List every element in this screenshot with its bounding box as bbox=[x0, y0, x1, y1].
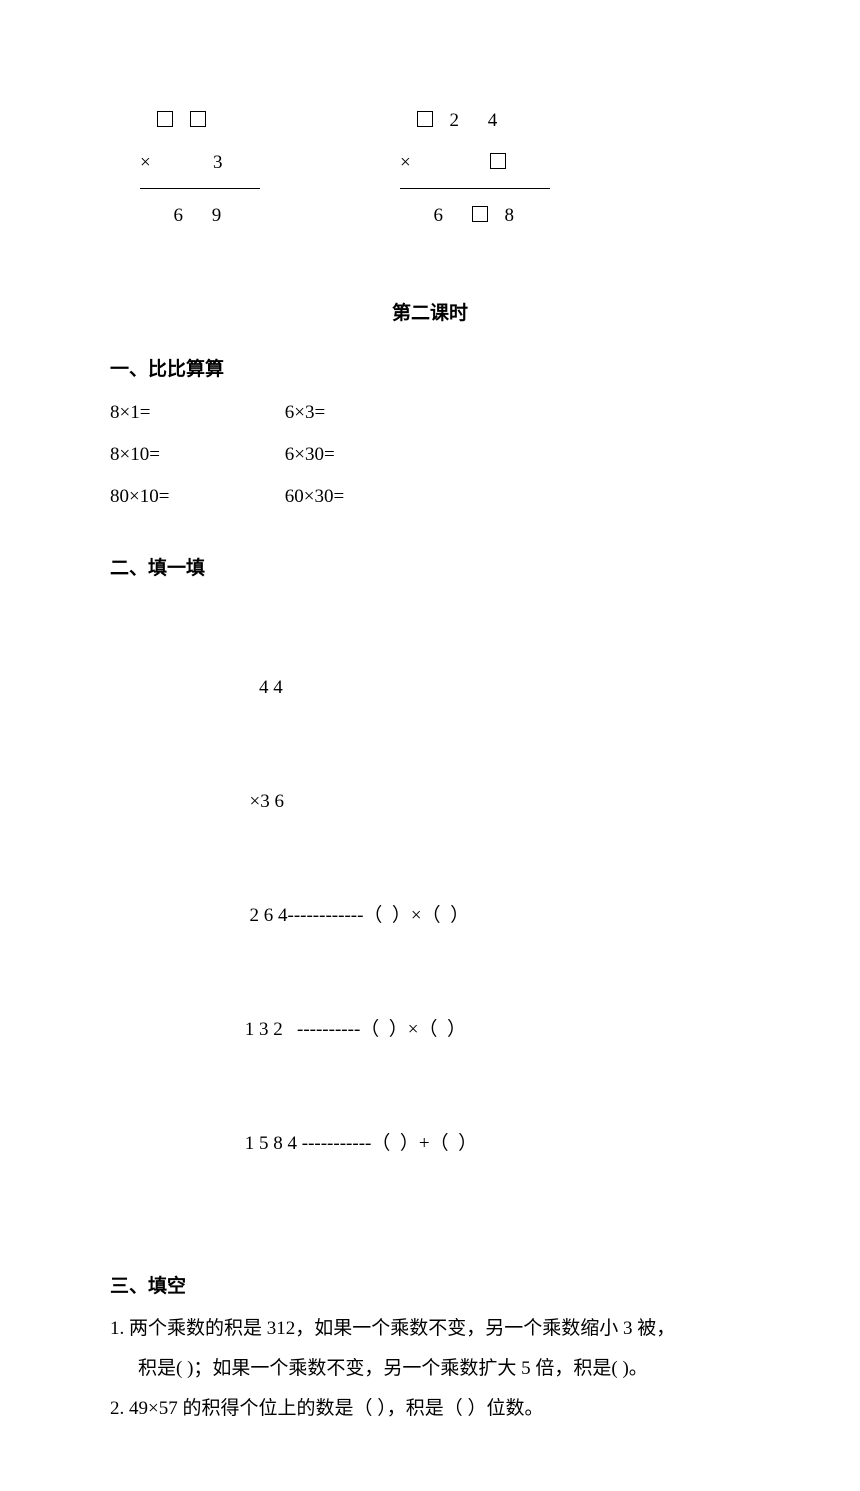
fill-l5: 1 5 8 4 -----------（ ）+（ ） bbox=[240, 1125, 750, 1163]
mult2-row1: 2 4 bbox=[400, 100, 550, 142]
worksheet-page: × 3 6 9 2 4 × 6 8 第二课时 一、比比算算 8×1= 6×3= … bbox=[0, 0, 860, 1491]
fill-l1: 4 4 bbox=[240, 669, 750, 707]
mult-problem-2: 2 4 × 6 8 bbox=[400, 100, 550, 236]
calc-2b: 6×30= bbox=[285, 444, 335, 465]
section1-heading: 一、比比算算 bbox=[110, 352, 750, 388]
calc-row-3: 80×10= 60×30= bbox=[110, 479, 750, 515]
calc-1b: 6×3= bbox=[285, 402, 325, 423]
mult-problem-1: × 3 6 9 bbox=[140, 100, 260, 236]
blank-square bbox=[472, 206, 488, 222]
mult2-row2: × bbox=[400, 142, 550, 184]
calc-1a: 8×1= bbox=[110, 395, 280, 431]
blank-square bbox=[190, 111, 206, 127]
q1-line1: 1. 两个乘数的积是 312，如果一个乘数不变，另一个乘数缩小 3 被， bbox=[110, 1311, 750, 1347]
section2-heading: 二、填一填 bbox=[110, 551, 750, 587]
q2: 2. 49×57 的积得个位上的数是（ ），积是（ ）位数。 bbox=[110, 1391, 750, 1427]
fill-l3: 2 6 4------------（ ）×（ ） bbox=[240, 897, 750, 935]
multiplication-problems: × 3 6 9 2 4 × 6 8 bbox=[140, 100, 750, 236]
calc-3b: 60×30= bbox=[285, 486, 344, 507]
blank-square bbox=[417, 111, 433, 127]
calc-row-2: 8×10= 6×30= bbox=[110, 437, 750, 473]
q1-line2: 积是( )；如果一个乘数不变，另一个乘数扩大 5 倍，积是( )。 bbox=[110, 1351, 750, 1387]
mult1-row2: × 3 bbox=[140, 142, 260, 184]
blank-square bbox=[157, 111, 173, 127]
fill-l4: 1 3 2 ----------（ ）×（ ） bbox=[240, 1011, 750, 1049]
mult2-rule bbox=[400, 188, 550, 189]
section3-heading: 三、填空 bbox=[110, 1269, 750, 1305]
calc-2a: 8×10= bbox=[110, 437, 280, 473]
mult1-row3: 6 9 bbox=[140, 195, 260, 237]
fill-block: 4 4 ×3 6 2 6 4------------（ ）×（ ） 1 3 2 … bbox=[240, 593, 750, 1239]
fill-l2: ×3 6 bbox=[240, 783, 750, 821]
mult2-row3: 6 8 bbox=[400, 195, 550, 237]
blank-square bbox=[490, 153, 506, 169]
calc-3a: 80×10= bbox=[110, 479, 280, 515]
lesson-title: 第二课时 bbox=[110, 296, 750, 332]
calc-row-1: 8×1= 6×3= bbox=[110, 395, 750, 431]
mult1-row1 bbox=[140, 100, 260, 142]
mult1-rule bbox=[140, 188, 260, 189]
